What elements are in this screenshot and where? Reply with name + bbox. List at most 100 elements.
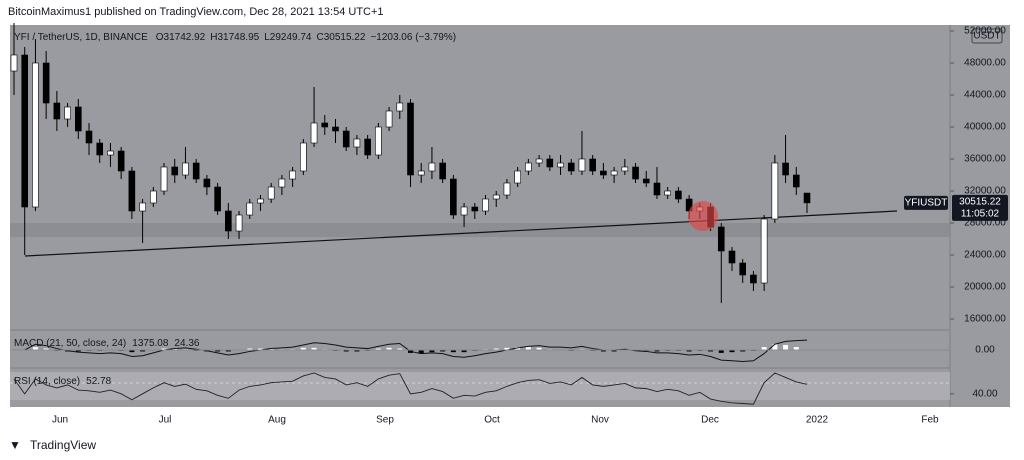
candle-body	[139, 202, 146, 212]
candle-body	[460, 206, 468, 216]
ohlc-key: O	[156, 32, 164, 43]
support-zone	[10, 223, 950, 237]
macd-hist-bar	[257, 348, 263, 350]
candle-body	[739, 262, 747, 276]
macd-hist-bar	[611, 350, 617, 352]
macd-hist-bar	[375, 348, 381, 350]
ohlc-value: 31748.95	[217, 32, 259, 43]
candle-body	[225, 210, 232, 232]
candle-body	[471, 206, 479, 212]
rsi-value: 52.78	[86, 376, 111, 387]
candle-body	[85, 130, 93, 144]
candle-body	[150, 190, 157, 204]
candle-body	[364, 138, 371, 156]
candle-body	[300, 142, 307, 172]
macd-hist-bar	[708, 350, 714, 352]
candle-body	[21, 54, 29, 208]
ticker-tag	[904, 195, 948, 210]
candle-body	[771, 162, 779, 220]
candle-body	[246, 202, 254, 216]
y-tick-label: 20000.00	[964, 282, 1006, 293]
currency: USDT	[973, 31, 1000, 42]
y-tick-label: 48000.00	[964, 58, 1006, 69]
candle-body	[782, 162, 789, 176]
macd-hist-bar	[311, 347, 317, 350]
ohlc-value: 29249.74	[270, 32, 312, 43]
candle-body	[107, 150, 114, 156]
candle-body	[192, 162, 200, 180]
macd-hist-bar	[225, 350, 231, 352]
brand: TradingView	[30, 438, 96, 452]
x-tick-label: Jun	[52, 415, 68, 426]
brand-logo: ▼	[9, 438, 21, 452]
candle-body	[557, 162, 564, 168]
ohlc-key: C	[316, 32, 323, 43]
candle-body	[589, 158, 596, 172]
x-tick-label: 2022	[806, 415, 829, 426]
ohlc-value: 30515.22	[324, 32, 366, 43]
macd-hist-bar	[418, 350, 424, 354]
candle-body	[117, 150, 125, 172]
candle-body	[385, 110, 393, 128]
macd-legend: MACD (21, 50, close, 24) 1375.08 24.36	[14, 338, 200, 349]
y-tick-label: 32000.00	[964, 186, 1006, 197]
macd-hist-bar	[32, 347, 38, 350]
currency-box	[971, 28, 1003, 44]
macd-hist-bar	[461, 350, 467, 353]
macd-hist-bar	[600, 350, 606, 352]
ohlc-value: 31742.92	[164, 32, 206, 43]
x-tick-label: Oct	[484, 415, 500, 426]
macd-hist-bar	[300, 347, 306, 350]
candle-body	[396, 102, 404, 112]
macd-line	[14, 339, 808, 363]
ohlc-key: H	[210, 32, 217, 43]
candle-body	[214, 186, 221, 212]
macd-hist-bar	[654, 350, 660, 352]
y-tick-label: 16000.00	[964, 314, 1006, 325]
candle-body	[525, 162, 532, 172]
x-tick-label: Aug	[268, 415, 286, 426]
macd-hist-bar	[129, 350, 135, 353]
y-tick-label: 24000.00	[964, 250, 1006, 261]
macd-hist-bar	[718, 350, 724, 353]
macd-hist-bar	[247, 348, 253, 350]
candle-body	[450, 178, 457, 216]
macd-hist-bar	[729, 350, 735, 353]
candle-body	[310, 122, 318, 144]
candle-body	[492, 194, 500, 200]
ticker: YFIUSDT	[905, 198, 948, 209]
y-tick-label: 28000.00	[964, 218, 1006, 229]
macd-hist-bar	[429, 350, 435, 353]
rsi-line	[13, 372, 808, 405]
y-tick-label: 36000.00	[964, 154, 1006, 165]
rsi-legend: RSI (14, close) 52.78	[14, 376, 112, 387]
macd-hist-value: 24.36	[174, 338, 199, 349]
countdown: 11:05:02	[961, 209, 1000, 220]
candle-body	[203, 178, 211, 188]
macd-hist-bar	[686, 350, 692, 352]
macd-hist-bar	[172, 348, 178, 350]
macd-hist-bar	[343, 350, 349, 352]
macd-hist-bar	[215, 350, 221, 352]
candle-body	[482, 198, 489, 212]
highlight-circle	[688, 201, 718, 231]
candle-body	[342, 130, 350, 148]
candle-body	[32, 62, 39, 208]
macd-tick-label: 0.00	[975, 345, 995, 356]
candle-body	[610, 170, 618, 176]
candle-body	[664, 190, 671, 196]
macd-hist-bar	[450, 350, 456, 353]
price-tag	[952, 194, 1008, 221]
candle-body	[235, 214, 243, 232]
x-tick-label: Dec	[701, 415, 719, 426]
macd-hist-bar	[504, 347, 510, 350]
candle-body	[74, 106, 82, 132]
macd-hist-bar	[740, 350, 746, 352]
rsi-tick-label: 40.00	[972, 388, 997, 399]
candle-body	[332, 126, 339, 132]
last-price: 30515.22	[959, 197, 1001, 208]
candle-body	[64, 106, 71, 120]
publisher: BitcoinMaximus1 published on TradingView…	[8, 6, 384, 18]
macd-hist-bar	[140, 350, 146, 352]
macd-hist-bar	[793, 347, 799, 350]
